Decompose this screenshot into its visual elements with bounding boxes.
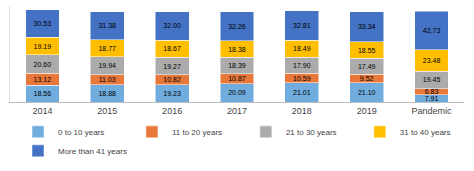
svg-text:13.12: 13.12 xyxy=(34,76,52,83)
svg-text:2015: 2015 xyxy=(97,106,117,116)
svg-text:23.48: 23.48 xyxy=(423,57,441,64)
svg-text:18.49: 18.49 xyxy=(293,45,311,52)
svg-text:19.45: 19.45 xyxy=(423,76,441,83)
svg-text:More than 41 years: More than 41 years xyxy=(58,147,127,156)
svg-text:11 to 20 years: 11 to 20 years xyxy=(172,128,222,137)
svg-text:32.00: 32.00 xyxy=(163,22,181,29)
svg-text:19.23: 19.23 xyxy=(163,90,181,97)
svg-text:19.19: 19.19 xyxy=(34,43,52,50)
svg-text:17.49: 17.49 xyxy=(358,63,376,70)
svg-text:6.83: 6.83 xyxy=(425,88,439,95)
svg-text:19.94: 19.94 xyxy=(98,62,116,69)
svg-text:10.87: 10.87 xyxy=(228,75,246,82)
svg-text:21 to 30 years: 21 to 30 years xyxy=(286,128,337,137)
svg-text:19.27: 19.27 xyxy=(163,63,181,70)
svg-text:18.55: 18.55 xyxy=(358,47,376,54)
svg-text:21.01: 21.01 xyxy=(293,89,311,96)
svg-text:0 to 10 years: 0 to 10 years xyxy=(58,128,104,137)
svg-text:18.39: 18.39 xyxy=(228,62,246,69)
svg-text:18.38: 18.38 xyxy=(228,46,246,53)
svg-text:32.26: 32.26 xyxy=(228,23,246,30)
svg-text:11.03: 11.03 xyxy=(99,76,116,83)
svg-text:17.90: 17.90 xyxy=(293,62,311,69)
svg-text:18.88: 18.88 xyxy=(98,90,116,97)
svg-text:31 to 40 years: 31 to 40 years xyxy=(400,128,451,137)
svg-text:2014: 2014 xyxy=(32,106,52,116)
svg-text:33.34: 33.34 xyxy=(358,23,376,30)
svg-text:32.81: 32.81 xyxy=(293,22,311,29)
svg-text:30.53: 30.53 xyxy=(34,20,52,27)
svg-text:10.59: 10.59 xyxy=(293,75,311,82)
svg-text:2016: 2016 xyxy=(162,106,182,116)
svg-text:20.60: 20.60 xyxy=(34,61,52,68)
svg-text:42.73: 42.73 xyxy=(423,27,441,34)
svg-text:7.91: 7.91 xyxy=(425,95,439,102)
svg-text:18.67: 18.67 xyxy=(163,45,181,52)
svg-text:31.38: 31.38 xyxy=(98,22,116,29)
svg-text:9.52: 9.52 xyxy=(360,75,374,82)
svg-text:18.56: 18.56 xyxy=(34,90,52,97)
svg-text:10.82: 10.82 xyxy=(163,76,181,83)
svg-text:2019: 2019 xyxy=(357,106,377,116)
svg-text:21.10: 21.10 xyxy=(358,89,376,96)
svg-text:2018: 2018 xyxy=(292,106,312,116)
svg-text:2017: 2017 xyxy=(227,106,247,116)
svg-text:Pandemic: Pandemic xyxy=(412,106,453,116)
svg-text:20.09: 20.09 xyxy=(228,89,246,96)
svg-text:18.77: 18.77 xyxy=(98,45,116,52)
